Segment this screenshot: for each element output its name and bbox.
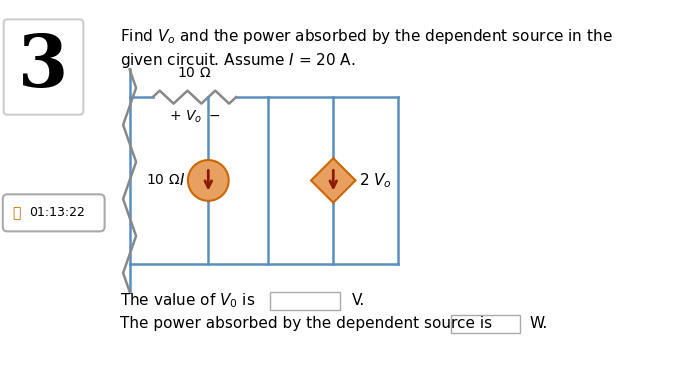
Text: 2 $V_o$: 2 $V_o$ bbox=[359, 171, 392, 190]
Circle shape bbox=[188, 160, 229, 201]
Text: given circuit. Assume $I$ = 20 A.: given circuit. Assume $I$ = 20 A. bbox=[120, 51, 356, 70]
Text: W.: W. bbox=[529, 317, 548, 331]
Text: 10 $\Omega$: 10 $\Omega$ bbox=[177, 67, 211, 80]
Text: 10 $\Omega$: 10 $\Omega$ bbox=[146, 173, 181, 187]
Text: $+\ V_o\ -$: $+\ V_o\ -$ bbox=[169, 108, 220, 125]
FancyBboxPatch shape bbox=[3, 194, 104, 231]
FancyBboxPatch shape bbox=[451, 315, 520, 333]
Text: 3: 3 bbox=[18, 31, 69, 102]
FancyBboxPatch shape bbox=[270, 292, 340, 310]
Text: Find $V_o$ and the power absorbed by the dependent source in the: Find $V_o$ and the power absorbed by the… bbox=[120, 28, 613, 46]
Text: V.: V. bbox=[352, 293, 365, 308]
Text: ⏳: ⏳ bbox=[13, 206, 21, 220]
Polygon shape bbox=[311, 158, 356, 203]
Text: $I$: $I$ bbox=[179, 173, 185, 189]
Text: The value of $V_0$ is: The value of $V_0$ is bbox=[120, 291, 256, 310]
Text: The power absorbed by the dependent source is: The power absorbed by the dependent sour… bbox=[120, 317, 493, 331]
FancyBboxPatch shape bbox=[4, 19, 83, 115]
Text: 01:13:22: 01:13:22 bbox=[29, 206, 85, 219]
